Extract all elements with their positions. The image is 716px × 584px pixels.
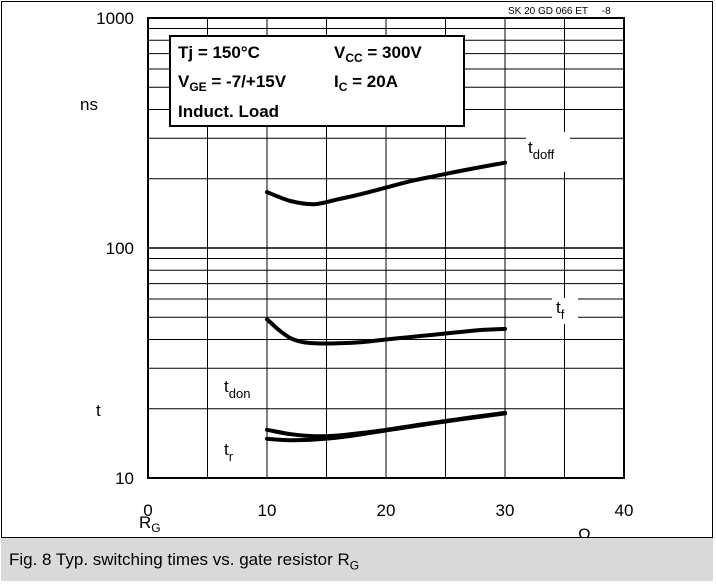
y-axis-label: t: [96, 401, 101, 420]
label-background: [526, 132, 570, 172]
condition-tj: Tj = 150°C: [178, 43, 260, 62]
series-label-tf: tf: [552, 298, 578, 324]
series-label-tdoff: tdoff: [526, 132, 570, 172]
x-tick-label: 10: [258, 501, 277, 520]
x-tick-label: 20: [377, 501, 396, 520]
label-background: [222, 376, 266, 406]
caption-bar: Fig. 8 Typ. switching times vs. gate res…: [1, 537, 713, 581]
label-background: [552, 298, 578, 324]
series-label-tf-text: tf: [556, 298, 565, 322]
series-label-tr: tr: [222, 440, 244, 464]
conditions-box: Tj = 150°C VCC = 300V VGE = -7/+15V IC =…: [169, 35, 465, 127]
tick-labels: 0 10 20 30 40 10 100 1000: [96, 9, 633, 520]
series-line-tr: [265, 411, 507, 443]
x-axis-label: RG: [139, 513, 161, 535]
source-tag: SK 20 GD 066 ET -8: [508, 6, 611, 17]
condition-ic: IC = 20A: [334, 72, 398, 94]
series-label-tr-text: tr: [224, 440, 234, 464]
figure-caption: Fig. 8 Typ. switching times vs. gate res…: [9, 550, 359, 572]
y-axis-unit: ns: [80, 95, 98, 114]
plot-area-border: [147, 17, 625, 479]
series-label-tdon-text: tdon: [224, 377, 250, 401]
caption-text: Fig. 8 Typ. switching times vs. gate res…: [9, 550, 350, 569]
conditions-box-border: [169, 35, 465, 127]
condition-load: Induct. Load: [178, 102, 279, 121]
series-label-tdon: tdon: [222, 376, 266, 406]
x-tick-label: 0: [143, 501, 152, 520]
series-line-tf: [265, 317, 507, 346]
condition-vcc: VCC = 300V: [334, 43, 422, 65]
series-line-tdoff: [265, 160, 507, 207]
y-tick-label: 1000: [96, 9, 134, 28]
condition-vge: VGE = -7/+15V: [178, 72, 287, 94]
x-tick-label: 40: [615, 501, 634, 520]
caption-subscript: G: [349, 558, 360, 573]
y-tick-label: 100: [106, 239, 134, 258]
label-background: [222, 440, 244, 464]
series-layer: [265, 160, 507, 443]
x-tick-label: 30: [496, 501, 515, 520]
y-tick-label: 10: [115, 469, 134, 488]
series-label-tdoff-text: tdoff: [528, 138, 555, 162]
